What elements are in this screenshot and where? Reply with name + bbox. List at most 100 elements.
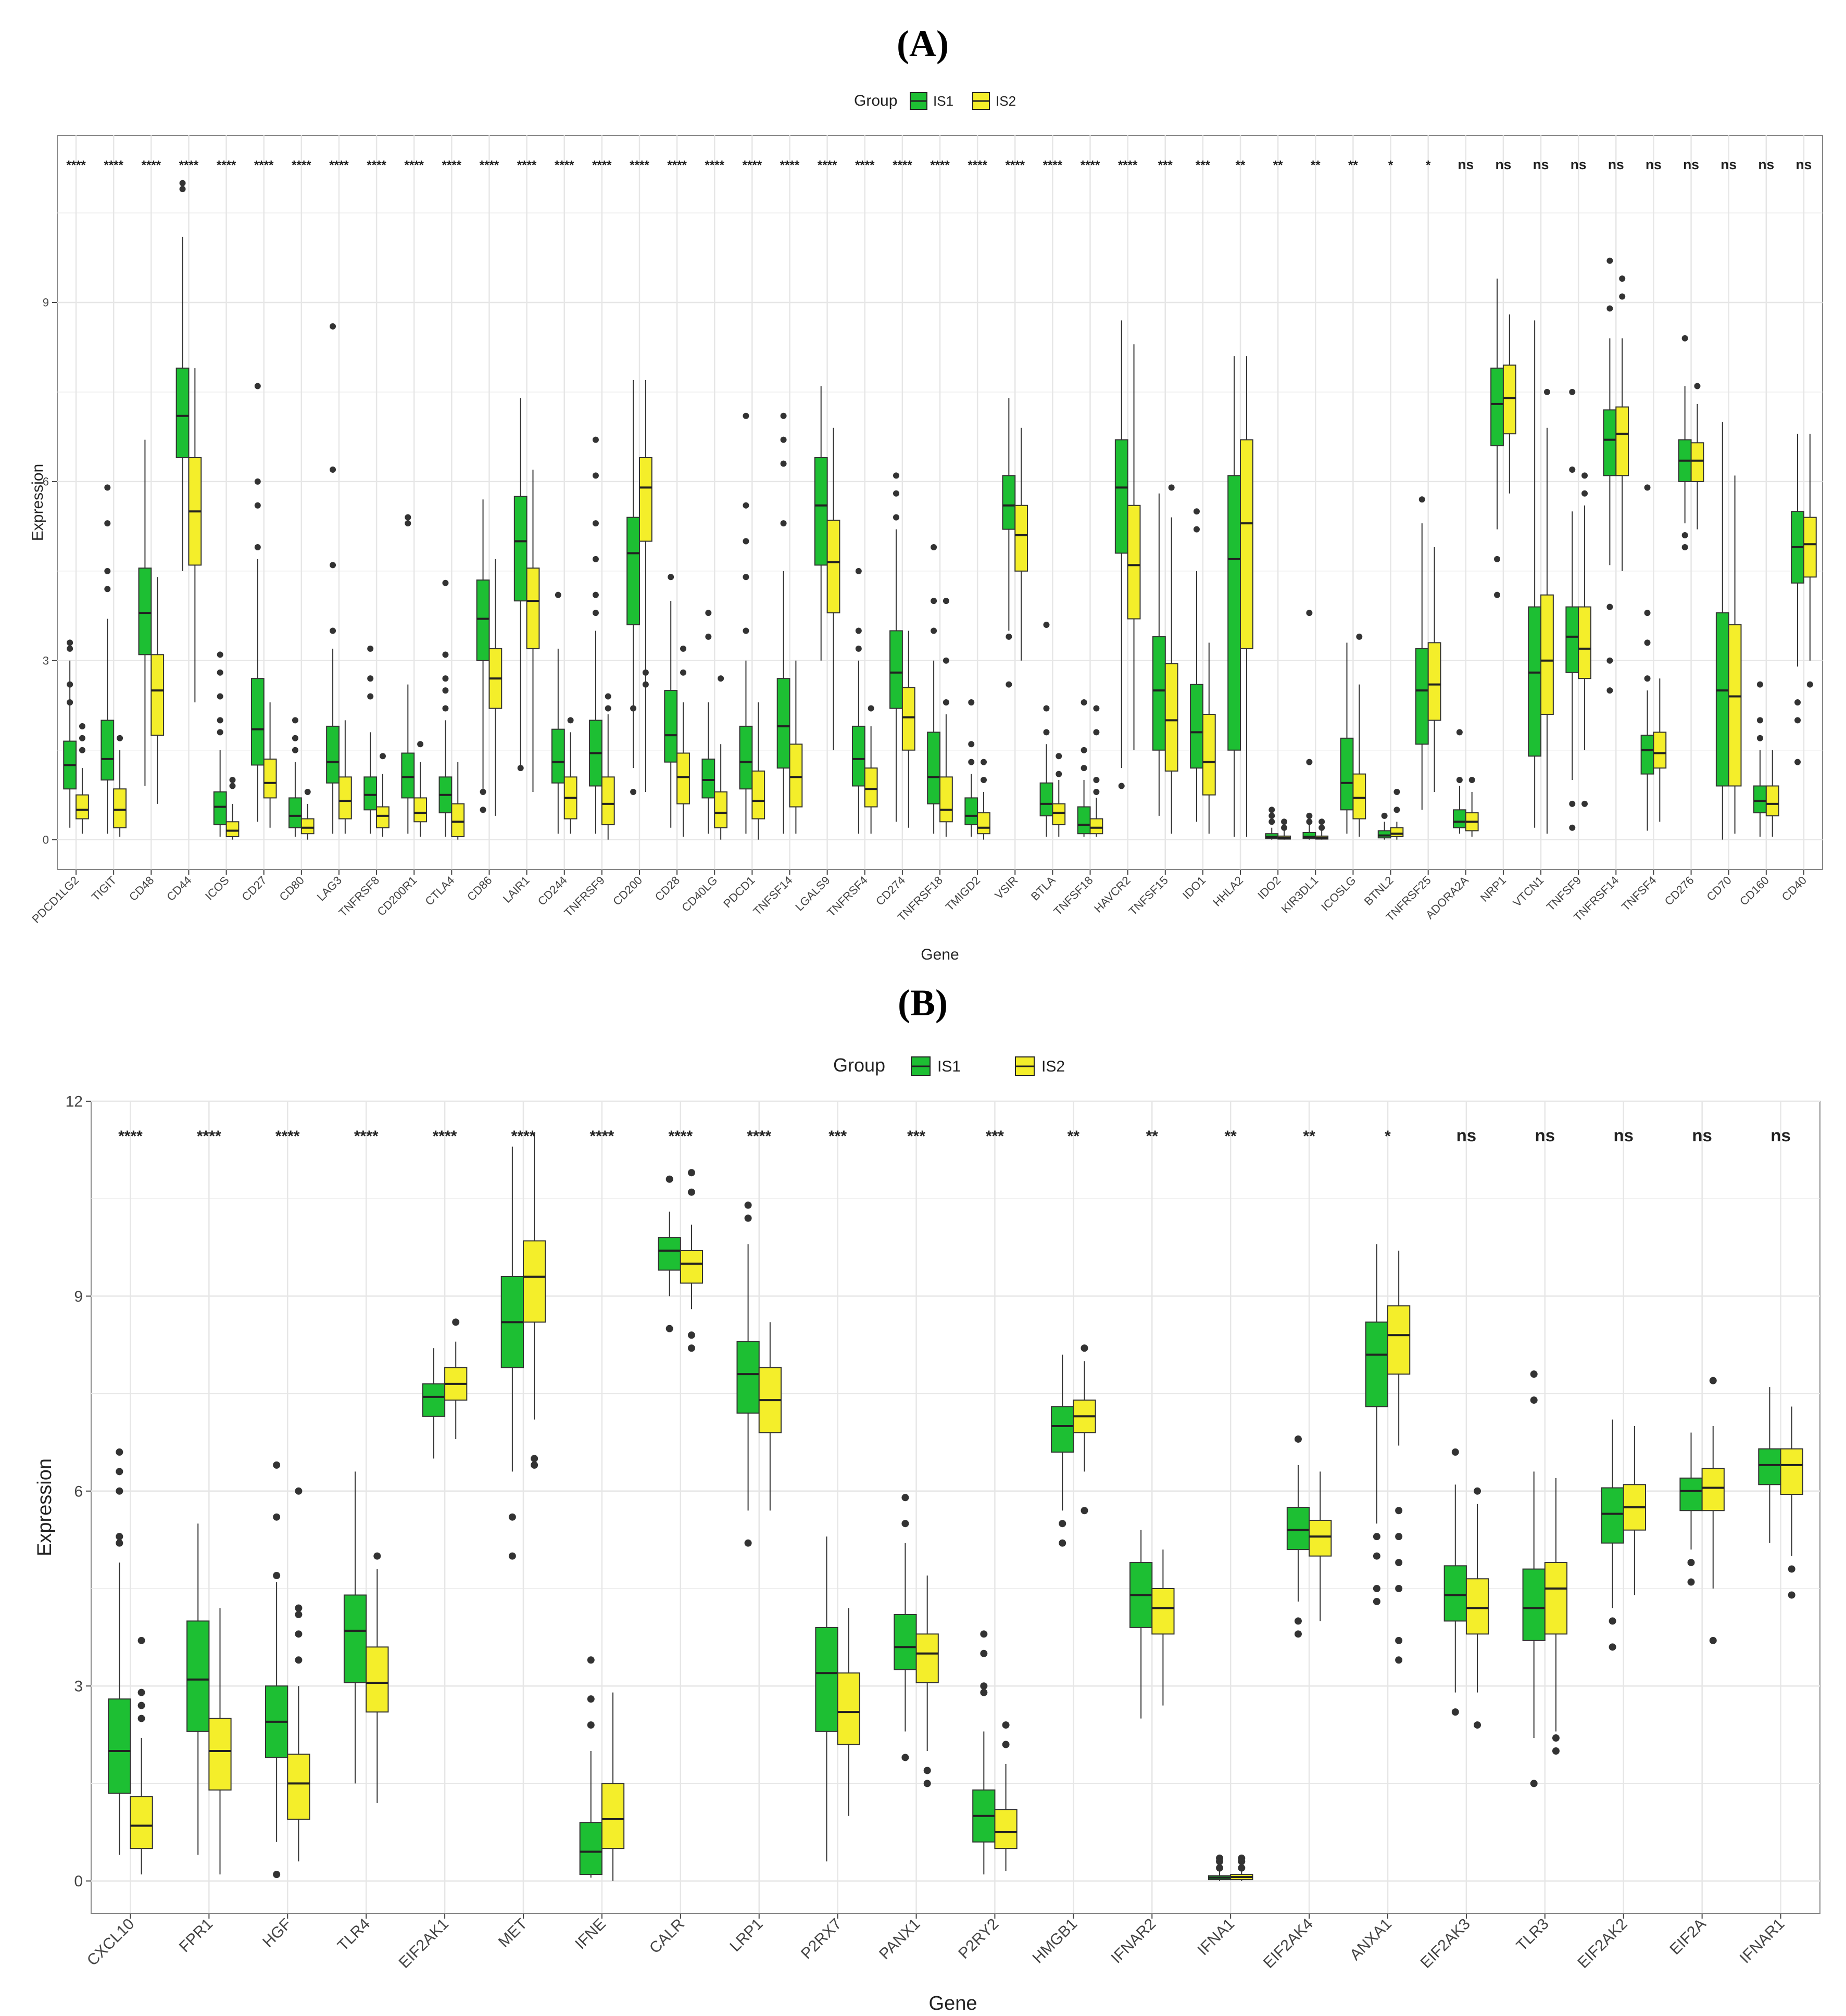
panel-b-significance-label: *** [986,1128,1004,1145]
panel-a-outlier-point [592,520,599,527]
panel-a-outlier-point [1644,610,1651,616]
panel-a-box-is1 [701,758,715,799]
panel-a-outlier-point [1081,765,1087,772]
panel-a-significance-label: **** [968,158,987,172]
panel-a-significance-label: **** [780,158,800,172]
panel-a-box-is1 [551,728,565,784]
panel-a-significance-labels: **** **** **** **** **** **** **** **** **** ****… [66,157,1812,172]
panel-a-significance-label: **** [705,158,725,172]
panel-a-y-tick-label: 9 [43,296,49,309]
panel-a-box-is1 [1340,737,1354,811]
panel-a-outlier-point [592,610,599,616]
panel-a-significance-label: ns [1683,157,1699,172]
panel-b-significance-label: **** [118,1128,143,1145]
panel-a-outlier-point [1456,729,1463,736]
panel-b-outlier-point [1002,1721,1010,1729]
panel-b-outlier-point [273,1871,281,1879]
panel-b-significance-label: ** [1146,1128,1159,1145]
panel-b-box-is1 [1679,1477,1703,1511]
panel-a-outlier-point [592,436,599,443]
panel-a-outlier-point [931,627,937,634]
panel-a-box-is1 [1753,785,1767,814]
panel-a-outlier-point [1118,783,1125,789]
panel-a-box-is2 [1202,713,1216,796]
panel-a-outlier-point [968,699,975,706]
panel-b-outlier-point [1373,1585,1380,1592]
panel-a-box-is2 [638,457,652,542]
panel-b-outlier-point [1081,1344,1088,1352]
panel-a-outlier-point [292,747,298,753]
panel-a-legend-label-is1: IS1 [933,93,953,109]
panel-a-box-is2 [1164,663,1178,772]
panel-a-significance-label: **** [405,158,424,172]
panel-a-outlier-point [67,639,73,646]
panel-a-outlier-point [1468,777,1475,784]
panel-a-box-is1 [1715,612,1729,787]
panel-a-label: (A) [897,23,949,65]
panel-b-outlier-point [980,1689,988,1696]
panel-a-outlier-point [417,741,424,748]
panel-b-y-tick-label: 3 [74,1678,83,1695]
panel-a-outlier-point [1756,735,1763,741]
panel-b-outlier-point [1530,1780,1538,1787]
panel-b-outlier-point [1552,1734,1560,1742]
panel-b-outlier-point [1609,1617,1616,1625]
panel-b-outlier-point [137,1689,145,1696]
panel-a-significance-label: ** [1348,158,1358,172]
panel-a-outlier-point [630,705,637,712]
panel-a-box-is2 [1240,439,1253,649]
panel-a-box-is1 [1640,735,1654,775]
panel-a-box-is1 [1528,606,1542,757]
panel-a-outlier-point [1306,818,1313,825]
panel-a-significance-label: ns [1608,157,1624,172]
panel-a-significance-label: ns [1758,157,1774,172]
panel-b-outlier-point [1530,1370,1538,1378]
panel-a-box-is2 [113,788,127,828]
panel-a-outlier-point [367,675,374,682]
panel-a-outlier-point [592,472,599,479]
panel-a-outlier-point [254,383,261,389]
panel-b-outlier-point [1395,1559,1403,1567]
panel-a-significance-label: **** [1006,158,1025,172]
panel-a-outlier-point [104,568,111,574]
panel-a-significance-label: ns [1721,157,1737,172]
panel-a-outlier-point [1644,675,1651,682]
panel-b-outlier-point [116,1533,123,1541]
panel-a-box-is2 [901,687,915,751]
panel-a-significance-label: *** [1158,158,1173,172]
panel-b-outlier-point [1609,1643,1616,1651]
panel-b-significance-label: ** [1303,1128,1315,1145]
panel-b-box-is1 [108,1698,131,1794]
panel-a-outlier-point [1581,490,1588,497]
panel-a-box-is1 [138,568,152,656]
panel-a-outlier-point [592,591,599,598]
panel-b-outlier-point [665,1325,673,1332]
panel-a-outlier-point [1093,705,1100,712]
panel-a-outlier-point [1543,388,1550,395]
panel-b-box-is1 [1758,1448,1781,1485]
panel-a-box-is2 [76,794,89,820]
panel-a-box-is2 [939,776,953,823]
panel-b-outlier-point [508,1513,516,1521]
panel-b-significance-label: ns [1535,1126,1555,1145]
panel-b-outlier-point [901,1754,909,1761]
panel-a-outlier-point [893,490,899,497]
panel-a-outlier-point [292,735,298,741]
panel-b-significance-label: ns [1613,1126,1634,1145]
panel-a-box-is1 [626,516,640,625]
panel-a-outlier-point [292,717,298,724]
panel-a-outlier-point [743,412,749,419]
panel-a-outlier-point [1606,657,1613,664]
panel-b-outlier-point [923,1780,931,1787]
panel-b-outlier-point [687,1344,695,1352]
panel-a-y-tick-label: 3 [43,654,49,667]
panel-a-significance-label: **** [1118,158,1138,172]
panel-a-outlier-point [1381,812,1388,819]
panel-a-box-is1 [513,496,528,602]
panel-b-outlier-point [1081,1507,1088,1515]
panel-a-box-is1 [476,579,490,661]
panel-b-outlier-point [744,1201,752,1209]
panel-a-outlier-point [981,777,987,784]
panel-a-box-is1 [1377,830,1391,839]
panel-a-box-is1 [1077,806,1091,835]
